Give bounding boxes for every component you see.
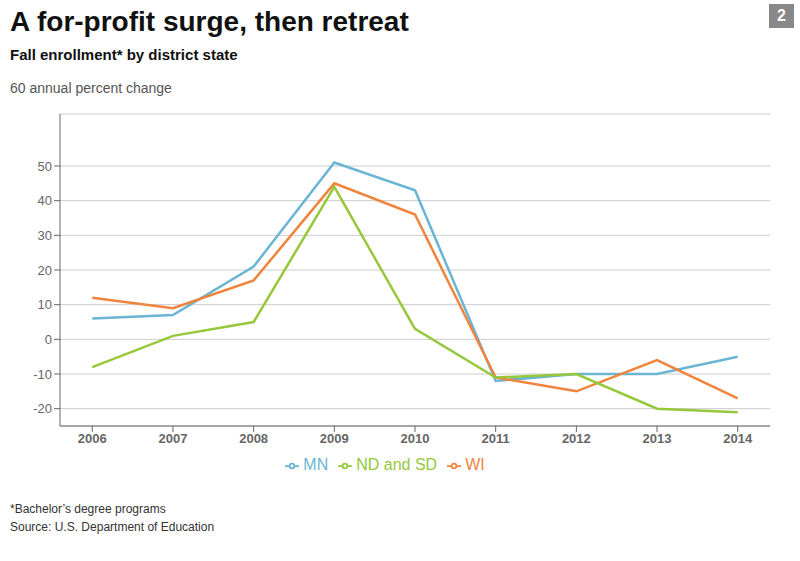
html-text:2: 2 <box>777 7 786 24</box>
svg-text:2009: 2009 <box>320 431 349 446</box>
html-text:Fall enrollment* by district s: Fall enrollment* by district state <box>10 46 238 63</box>
svg-text:2010: 2010 <box>401 431 430 446</box>
html-text:WI: WI <box>465 456 485 473</box>
svg-text:2008: 2008 <box>239 431 268 446</box>
html-text:ND and SD: ND and SD <box>356 456 438 473</box>
svg-text:-20: -20 <box>33 401 52 416</box>
html-text:*Bachelor’s degree programs: *Bachelor’s degree programs <box>10 502 166 516</box>
svg-text:2012: 2012 <box>562 431 591 446</box>
svg-text:2011: 2011 <box>482 431 510 446</box>
svg-text:50: 50 <box>38 159 52 174</box>
svg-text:10: 10 <box>38 297 52 312</box>
svg-text:30: 30 <box>38 228 52 243</box>
html-text:MN: MN <box>303 456 329 473</box>
svg-text:40: 40 <box>38 193 52 208</box>
svg-text:2014: 2014 <box>723 431 753 446</box>
html-text:Source: U.S. Department of Edu: Source: U.S. Department of Education <box>10 520 215 534</box>
svg-text:0: 0 <box>45 332 52 347</box>
svg-text:2013: 2013 <box>643 431 672 446</box>
svg-text:-10: -10 <box>33 367 52 382</box>
svg-text:20: 20 <box>38 263 52 278</box>
html-text:60 annual percent change: 60 annual percent change <box>10 80 172 96</box>
svg-text:2007: 2007 <box>158 431 187 446</box>
svg-text:2006: 2006 <box>78 431 107 446</box>
html-text:A for-profit surge, then retre: A for-profit surge, then retreat <box>10 6 409 37</box>
